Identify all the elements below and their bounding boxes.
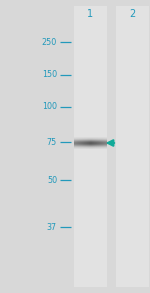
Text: 250: 250 bbox=[42, 38, 57, 47]
Bar bbox=[74, 6, 106, 287]
Text: 37: 37 bbox=[47, 223, 57, 231]
Text: 75: 75 bbox=[47, 138, 57, 146]
Bar bbox=[116, 6, 148, 287]
Text: 2: 2 bbox=[129, 9, 135, 19]
Text: 100: 100 bbox=[42, 103, 57, 111]
Text: 1: 1 bbox=[87, 9, 93, 19]
Text: 150: 150 bbox=[42, 70, 57, 79]
Text: 50: 50 bbox=[47, 176, 57, 185]
